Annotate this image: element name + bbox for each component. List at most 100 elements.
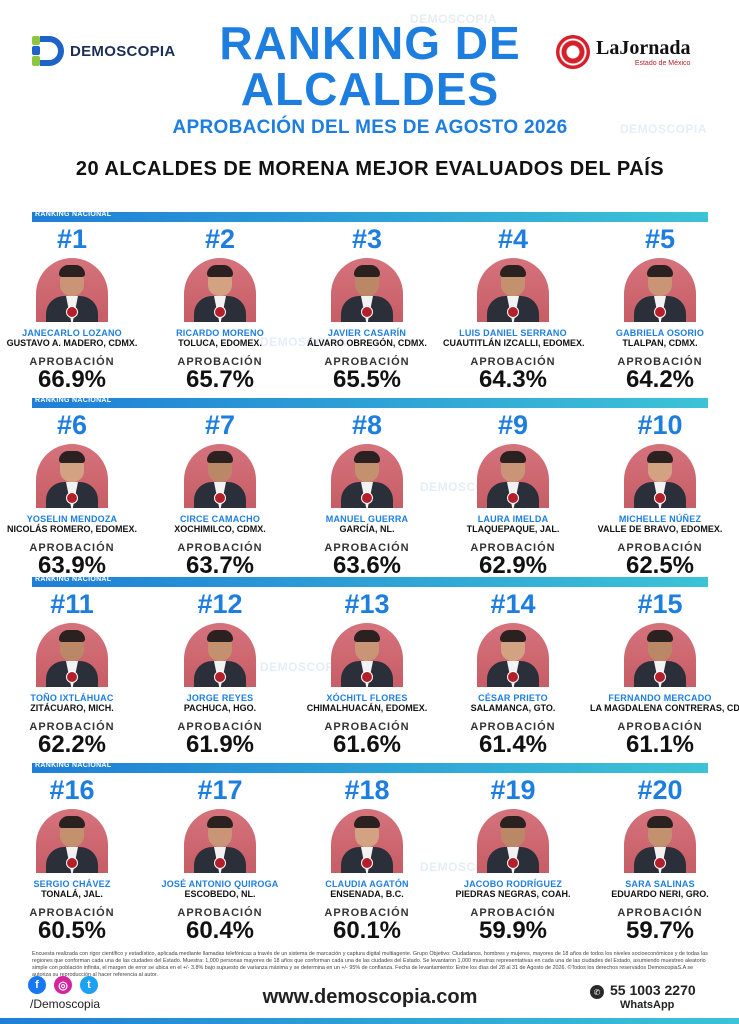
mayor-name: JORGE REYES: [186, 693, 254, 703]
approval-label: APROBACIÓN: [177, 721, 263, 733]
party-pin-icon: [214, 857, 226, 869]
party-pin-icon: [361, 671, 373, 683]
mayor-name: GABRIELA OSORIO: [615, 328, 705, 338]
mayor-card: #9 LAURA IMELDA TLAQUEPAQUE, JAL. APROBACIÓ…: [443, 410, 583, 590]
party-pin-icon: [361, 306, 373, 318]
rank-number: #14: [490, 589, 536, 619]
party-pin-icon: [361, 857, 373, 869]
rank-number: #20: [637, 775, 683, 805]
mayor-card: #10 MICHELLE NÚÑEZ VALLE DE BRAVO, EDOMEX.…: [590, 410, 730, 590]
mayor-municipality: SALAMANCA, GTO.: [470, 703, 556, 713]
social-links: f ◎ t: [28, 976, 98, 994]
party-pin-icon: [214, 671, 226, 683]
mayor-municipality: CUAUTITLÁN IZCALLI, EDOMEX.: [443, 338, 585, 348]
mayor-photo: [36, 258, 108, 322]
mayor-municipality: GUSTAVO A. MADERO, CDMX.: [6, 338, 138, 348]
mayor-name: LUIS DANIEL SERRANO: [459, 328, 567, 338]
ranking-ribbon: RANKING NACIONAL: [32, 762, 708, 773]
approval-value: 61.1%: [625, 731, 695, 758]
approval-label: APROBACIÓN: [324, 356, 410, 368]
rank-number: #4: [497, 224, 529, 254]
mayor-name: FERNANDO MERCADO: [608, 693, 712, 703]
mayor-card: #8 MANUEL GUERRA GARCÍA, NL. APROBACIÓN 63.6…: [297, 410, 437, 590]
party-pin-icon: [507, 492, 519, 504]
mayor-name: CIRCE CAMACHO: [179, 514, 261, 524]
approval-value: 63.6%: [332, 552, 402, 579]
approval-label: APROBACIÓN: [617, 356, 703, 368]
approval-label: APROBACIÓN: [29, 907, 115, 919]
mayor-photo: [184, 444, 256, 508]
party-pin-icon: [654, 671, 666, 683]
approval-label: APROBACIÓN: [177, 542, 263, 554]
mayor-municipality: ÁLVARO OBREGÓN, CDMX.: [307, 338, 427, 348]
approval-value: 60.1%: [332, 917, 402, 944]
website-link[interactable]: www.demoscopia.com: [262, 986, 478, 1008]
mayor-name: CÉSAR PRIETO: [478, 693, 548, 703]
page-heading: 20 ALCALDES DE MORENA MEJOR EVALUADOS DE…: [75, 158, 665, 180]
rank-number: #18: [344, 775, 390, 805]
watermark: DEMOSCOPIA: [260, 335, 348, 349]
party-pin-icon: [654, 857, 666, 869]
rank-number: #1: [56, 224, 88, 254]
ranking-ribbon: RANKING NACIONAL: [32, 211, 708, 222]
mayor-card: #15 FERNANDO MERCADO LA MAGDALENA CONTRERA…: [590, 589, 739, 769]
mayor-card: #14 CÉSAR PRIETO SALAMANCA, GTO. APROBACIÓN…: [443, 589, 583, 769]
party-pin-icon: [361, 492, 373, 504]
phone-number[interactable]: 55 1003 2270: [610, 982, 696, 998]
mayor-card: #2 RICARDO MORENO TOLUCA, EDOMEX. APROBACIÓ…: [150, 224, 290, 404]
social-handle[interactable]: /Demoscopia: [30, 997, 101, 1011]
party-pin-icon: [654, 306, 666, 318]
approval-label: APROBACIÓN: [177, 356, 263, 368]
mayor-name: MICHELLE NÚÑEZ: [618, 514, 702, 524]
mayor-municipality: LA MAGDALENA CONTRERAS, CDMX.: [590, 703, 739, 713]
approval-label: APROBACIÓN: [470, 356, 556, 368]
approval-label: APROBACIÓN: [617, 721, 703, 733]
mayor-card: #6 YOSELIN MENDOZA NICOLÁS ROMERO, EDOMEX.…: [2, 410, 142, 590]
rank-number: #19: [490, 775, 536, 805]
mayor-card: #20 SARA SALINAS EDUARDO NERI, GRO. APROBAC…: [590, 775, 730, 955]
brand-left-text: DEMOSCOPIA: [70, 42, 176, 60]
demoscopia-d-icon: [32, 34, 66, 68]
rank-number: #15: [637, 589, 683, 619]
party-pin-icon: [507, 671, 519, 683]
mayor-name: SERGIO CHÁVEZ: [33, 879, 111, 889]
party-pin-icon: [66, 857, 78, 869]
ranking-ribbon-label: RANKING NACIONAL: [35, 397, 112, 404]
facebook-icon[interactable]: f: [28, 976, 46, 994]
twitter-icon[interactable]: t: [80, 976, 98, 994]
approval-label: APROBACIÓN: [29, 542, 115, 554]
approval-value: 61.9%: [185, 731, 255, 758]
approval-label: APROBACIÓN: [324, 721, 410, 733]
brand-right-text: LaJornada: [596, 36, 691, 59]
mayor-card: #1 JANECARLO LOZANO GUSTAVO A. MADERO, CDM…: [2, 224, 142, 404]
approval-value: 59.9%: [478, 917, 548, 944]
mayor-name: JACOBO RODRÍGUEZ: [463, 879, 563, 889]
approval-value: 62.5%: [625, 552, 695, 579]
mayor-card: #3 JAVIER CASARÍN ÁLVARO OBREGÓN, CDMX. APR…: [297, 224, 437, 404]
approval-label: APROBACIÓN: [324, 907, 410, 919]
mayor-name: YOSELIN MENDOZA: [26, 514, 118, 524]
mayor-card: #7 CIRCE CAMACHO XOCHIMILCO, CDMX. APROBACI…: [150, 410, 290, 590]
rank-number: #2: [204, 224, 236, 254]
party-pin-icon: [654, 492, 666, 504]
mayor-municipality: GARCÍA, NL.: [339, 524, 395, 534]
bottom-bar: [0, 1018, 739, 1024]
party-pin-icon: [214, 492, 226, 504]
methodology-note: Encuesta realizada con rigor científico …: [32, 951, 708, 978]
mayor-municipality: ZITÁCUARO, MICH.: [30, 703, 114, 713]
mayor-name: LAURA IMELDA: [477, 514, 549, 524]
approval-value: 65.7%: [185, 366, 255, 393]
mayor-municipality: TLALPAN, CDMX.: [622, 338, 698, 348]
title-line-2: ALCALDES: [240, 63, 500, 115]
mayor-name: RICARDO MORENO: [176, 328, 264, 338]
approval-value: 60.5%: [37, 917, 107, 944]
approval-label: APROBACIÓN: [177, 907, 263, 919]
approval-value: 66.9%: [37, 366, 107, 393]
mayor-name: SARA SALINAS: [625, 879, 695, 889]
mayor-card: #12 JORGE REYES PACHUCA, HGO. APROBACIÓN 61.…: [150, 589, 290, 769]
approval-label: APROBACIÓN: [617, 907, 703, 919]
approval-label: APROBACIÓN: [617, 542, 703, 554]
instagram-icon[interactable]: ◎: [54, 976, 72, 994]
mayor-municipality: PIEDRAS NEGRAS, COAH.: [455, 889, 571, 899]
mayor-card: #19 JACOBO RODRÍGUEZ PIEDRAS NEGRAS, COAH.…: [443, 775, 583, 955]
